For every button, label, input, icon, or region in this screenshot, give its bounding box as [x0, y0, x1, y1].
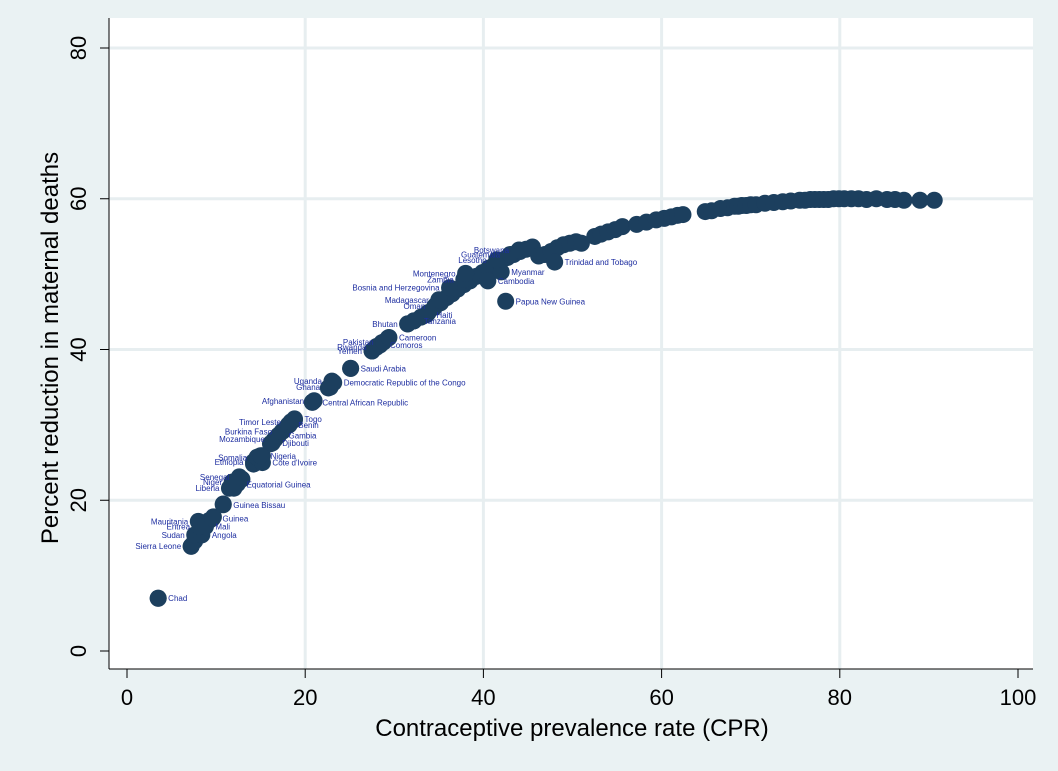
point-label: Guinea Bissau: [233, 501, 285, 510]
point-label: Nigeria: [271, 452, 297, 461]
point-label: Sudan: [162, 531, 185, 540]
data-point: [252, 447, 270, 465]
point-label: Mali: [215, 523, 230, 532]
y-tick-label: 20: [66, 488, 91, 512]
data-point: [546, 253, 564, 271]
point-label: Bhutan: [372, 320, 397, 329]
y-axis-title: Percent reduction in maternal deaths: [37, 152, 64, 544]
data-point: [911, 191, 929, 209]
data-point: [479, 272, 497, 290]
point-label: Mauritania: [151, 517, 189, 526]
data-point: [925, 191, 943, 209]
point-label: Mozambique: [219, 435, 265, 444]
point-label: Guatemala: [461, 251, 501, 260]
point-label: Botswana: [474, 246, 510, 255]
point-label: Myanmar: [511, 268, 545, 277]
x-tick-label: 20: [293, 685, 317, 710]
point-label: Tanzania: [424, 317, 457, 326]
data-point: [674, 206, 692, 224]
point-label: Bosnia and Herzegovina: [352, 284, 440, 293]
point-label: Benin: [298, 421, 318, 430]
data-point: [149, 589, 167, 607]
point-label: Chad: [168, 594, 187, 603]
point-label: Uganda: [294, 377, 323, 386]
point-label: Central African Republic: [322, 398, 408, 407]
y-tick-label: 80: [66, 36, 91, 60]
grid-lines: [109, 18, 1033, 669]
point-label: Cote d'Ivoire: [272, 459, 317, 468]
point-label: Burkina Faso: [225, 428, 273, 437]
plot-area: [109, 18, 1033, 669]
x-tick-label: 40: [471, 685, 495, 710]
point-label: Saudi Arabia: [361, 364, 407, 373]
point-labels: Chad Sierra Leone Sudan Angola MauritaniaEri…: [135, 246, 637, 603]
data-points: [149, 190, 943, 607]
point-label: Papua New Guinea: [516, 297, 586, 306]
point-label: Eritrea: [166, 523, 190, 532]
x-axis-title: Contraceptive prevalence rate (CPR): [375, 715, 769, 742]
x-tick-label: 60: [649, 685, 673, 710]
y-tick-label: 0: [66, 645, 91, 657]
x-tick-label: 100: [1000, 685, 1037, 710]
data-point: [441, 279, 459, 297]
point-label: Trinidad and Tobago: [565, 258, 638, 267]
data-point: [457, 264, 475, 282]
data-point: [204, 509, 222, 527]
point-label: Rwanda: [337, 343, 367, 352]
point-label: Haiti: [436, 311, 452, 320]
point-label: Angola: [212, 531, 237, 540]
point-label: Senegal: [200, 473, 230, 482]
y-tick-label: 40: [66, 337, 91, 361]
point-label: Timor Leste: [239, 418, 281, 427]
x-tick-label: 80: [828, 685, 852, 710]
point-label: Niger: [203, 478, 222, 487]
axes: 0 20 40 60 80 0 20 40 60 80 100: [66, 18, 1036, 710]
y-tick-label: 60: [66, 187, 91, 211]
point-label: Djibouti: [282, 439, 309, 448]
point-label: Pakistan: [343, 338, 374, 347]
point-label: Madagascar: [385, 296, 429, 305]
data-point: [895, 191, 913, 209]
data-point: [323, 372, 341, 390]
data-point: [430, 291, 448, 309]
point-label: Togo: [305, 415, 323, 424]
data-point: [613, 218, 631, 236]
point-label: Democratic Republic of the Congo: [344, 379, 466, 388]
point-label: Cambodia: [498, 277, 535, 286]
point-label: Equatorial Guinea: [247, 480, 312, 489]
point-label: Guinea: [223, 514, 249, 523]
point-label: Afghanistan: [262, 397, 304, 406]
data-point: [497, 292, 515, 310]
point-label: Somalia: [218, 453, 247, 462]
data-point: [510, 241, 528, 259]
point-label: Oman: [403, 302, 425, 311]
data-point: [286, 410, 304, 428]
data-point: [230, 468, 248, 486]
data-point: [305, 392, 323, 410]
x-tick-label: 0: [121, 685, 133, 710]
point-label: Cameroon: [399, 333, 436, 342]
point-label: Sierra Leone: [135, 542, 181, 551]
data-point: [342, 359, 360, 377]
point-label: Ghana: [296, 383, 321, 392]
point-label: Liberia: [195, 484, 220, 493]
data-point: [380, 328, 398, 346]
point-label: Yemen: [337, 347, 362, 356]
data-point: [214, 496, 232, 514]
point-label: Zambia: [427, 275, 454, 284]
point-label: Ethiopia: [215, 458, 244, 467]
point-label: Montenegro: [413, 269, 456, 278]
point-label: Lesotho: [458, 256, 487, 265]
point-label: Gambia: [288, 431, 317, 440]
point-label: Comoros: [390, 341, 422, 350]
data-point: [488, 251, 506, 269]
data-point: [572, 234, 590, 252]
